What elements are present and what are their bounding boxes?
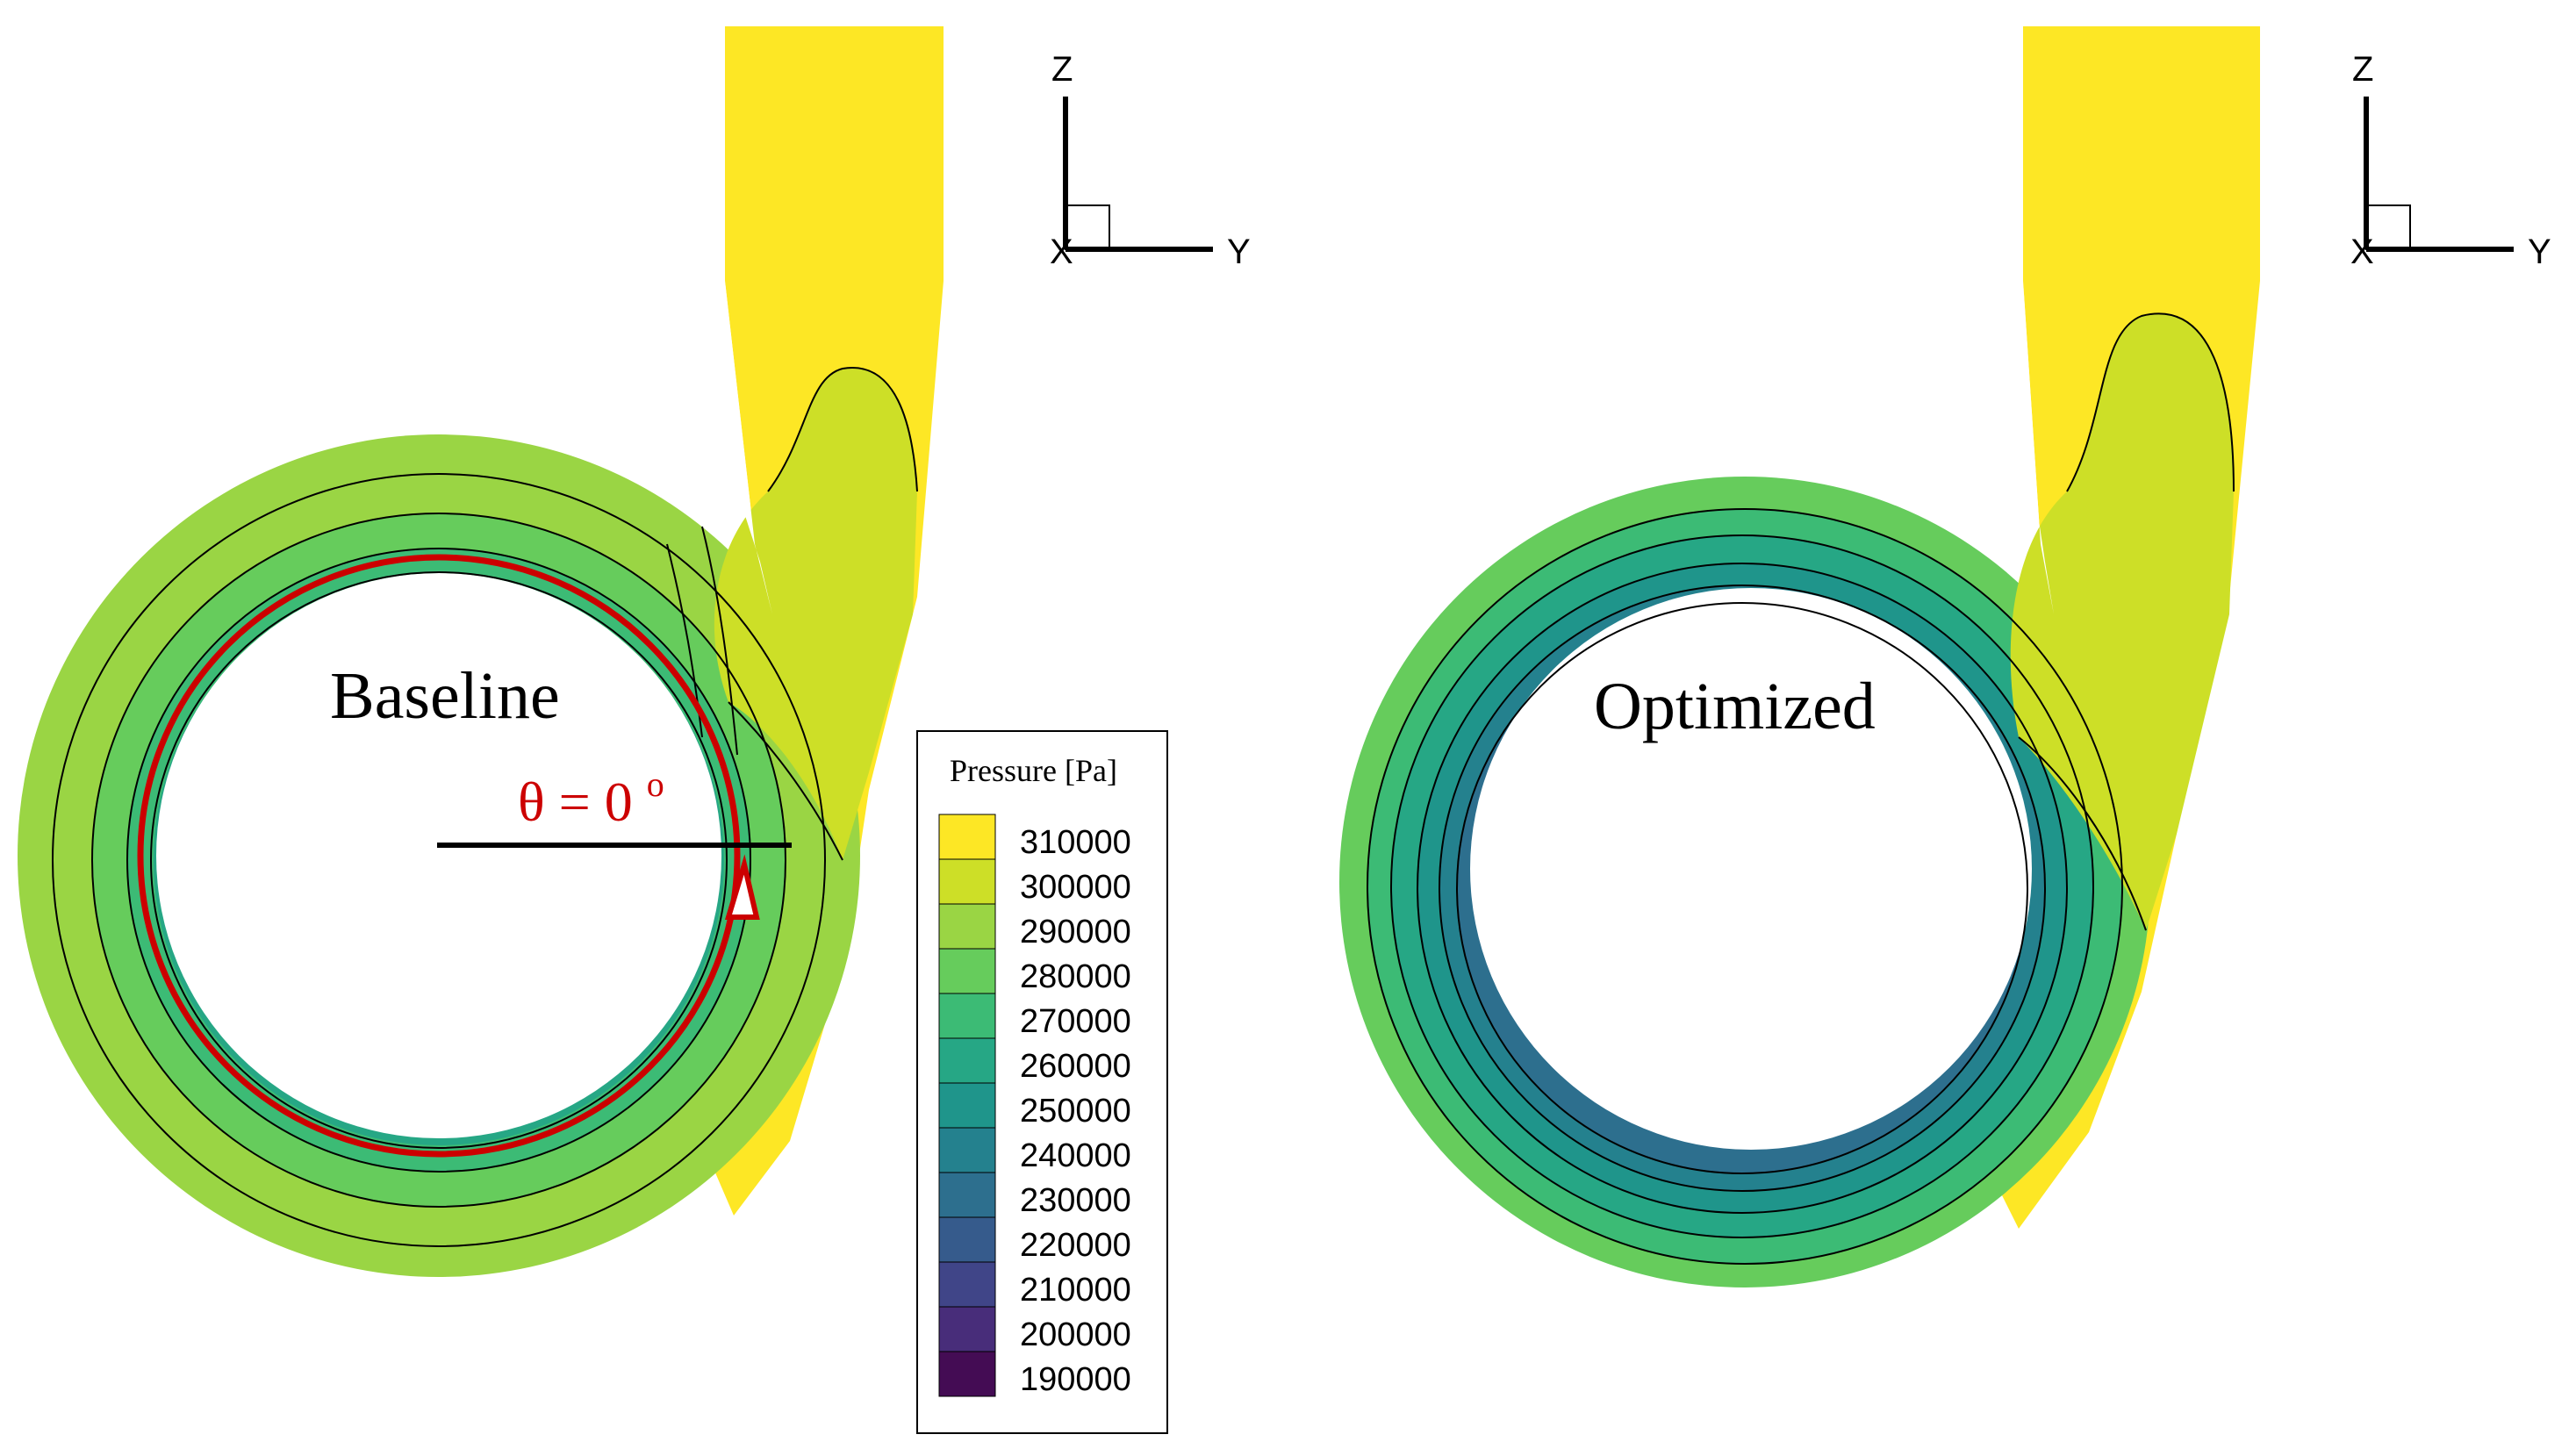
optimized-panel: Optimized (1339, 26, 2260, 1287)
legend-label-240000: 240000 (1020, 1137, 1131, 1174)
legend-label-280000: 280000 (1020, 958, 1131, 995)
legend-label-210000: 210000 (1020, 1272, 1131, 1309)
legend-swatch-200000 (938, 1306, 996, 1352)
baseline-streamline-circle (137, 554, 741, 1158)
legend-swatch-190000 (938, 1351, 996, 1397)
legend-title: Pressure [Pa] (950, 753, 1117, 788)
axis-z-label-left: Z (1051, 50, 1073, 89)
legend-label-200000: 200000 (1020, 1316, 1131, 1353)
theta-annotation: θ = 0 o (518, 764, 664, 833)
legend-label-250000: 250000 (1020, 1093, 1131, 1130)
baseline-direction-arrow (724, 854, 760, 920)
legend-swatch-290000 (938, 903, 996, 950)
legend-swatch-240000 (938, 1127, 996, 1173)
optimized-inner-hole (1470, 588, 2032, 1150)
legend-label-270000: 270000 (1020, 1003, 1131, 1040)
pressure-legend: Pressure [Pa] 310000 300000 290000 280000 27… (916, 730, 1168, 1434)
legend-labels: 310000 300000 290000 280000 270000 260000 2500… (1020, 824, 1131, 1398)
legend-swatch-220000 (938, 1216, 996, 1263)
legend-swatch-300000 (938, 858, 996, 905)
legend-label-290000: 290000 (1020, 914, 1131, 950)
legend-label-310000: 310000 (1020, 824, 1131, 861)
baseline-inner-hole (156, 573, 721, 1138)
legend-label-190000: 190000 (1020, 1361, 1131, 1398)
axes-triad-left: Z Y X (1050, 50, 1251, 271)
baseline-panel-label: Baseline (330, 659, 560, 733)
legend-swatch-270000 (938, 993, 996, 1039)
optimized-panel-label: Optimized (1594, 670, 1876, 743)
legend-swatch-210000 (938, 1261, 996, 1308)
theta-superscript: o (647, 764, 664, 804)
legend-swatches (938, 814, 996, 1397)
baseline-tongue-region (714, 368, 917, 860)
legend-label-220000: 220000 (1020, 1227, 1131, 1264)
legend-swatch-250000 (938, 1082, 996, 1129)
axis-y-label-right: Y (2528, 233, 2551, 271)
legend-label-260000: 260000 (1020, 1048, 1131, 1085)
legend-swatch-230000 (938, 1172, 996, 1218)
baseline-contour-lines (52, 367, 918, 1247)
legend-swatch-280000 (938, 948, 996, 994)
baseline-panel: Baseline θ = 0 o (18, 26, 944, 1277)
theta-symbol: θ = 0 (518, 771, 633, 833)
legend-label-230000: 230000 (1020, 1182, 1131, 1219)
legend-label-300000: 300000 (1020, 869, 1131, 906)
legend-swatch-310000 (938, 814, 996, 860)
optimized-contour-lines (1367, 312, 2235, 1265)
axis-x-label-left: X (1050, 233, 1073, 271)
axis-x-label-right: X (2350, 233, 2374, 271)
legend-swatch-260000 (938, 1037, 996, 1084)
axes-triad-right: Z Y X (2350, 50, 2551, 271)
axis-y-label-left: Y (1227, 233, 1251, 271)
axis-z-label-right: Z (2352, 50, 2373, 89)
optimized-tongue-region (2010, 313, 2234, 931)
